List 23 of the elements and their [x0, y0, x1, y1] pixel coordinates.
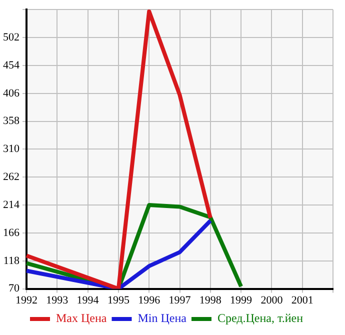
x-tick-label: 1999: [230, 294, 253, 306]
y-tick-label: 358: [3, 115, 20, 128]
y-tick-label: 166: [3, 226, 20, 239]
legend-label: Max Цена: [56, 311, 108, 326]
y-tick-label: 214: [3, 198, 20, 211]
x-tick-label: 2000: [260, 294, 284, 306]
x-tick-label: 1995: [107, 294, 130, 306]
legend-label: Сред.Цена, т.йен: [217, 311, 304, 326]
x-tick-label: 1993: [46, 294, 69, 306]
x-tick-label: 2001: [291, 294, 314, 306]
y-tick-label: 502: [3, 31, 20, 44]
y-tick-label: 262: [3, 171, 20, 184]
legend-label: Min Цена: [138, 311, 188, 326]
x-tick-label: 1994: [76, 294, 100, 306]
y-tick-label: 406: [3, 87, 20, 100]
x-tick-label: 1998: [199, 294, 222, 306]
y-tick-label: 454: [3, 59, 20, 72]
y-tick-label: 118: [3, 254, 20, 267]
x-tick-label: 1997: [168, 294, 192, 306]
x-tick-label: 1996: [138, 294, 161, 306]
y-tick-label: 70: [8, 282, 20, 295]
y-tick-label: 310: [3, 143, 20, 156]
x-tick-label: 1992: [16, 294, 38, 306]
